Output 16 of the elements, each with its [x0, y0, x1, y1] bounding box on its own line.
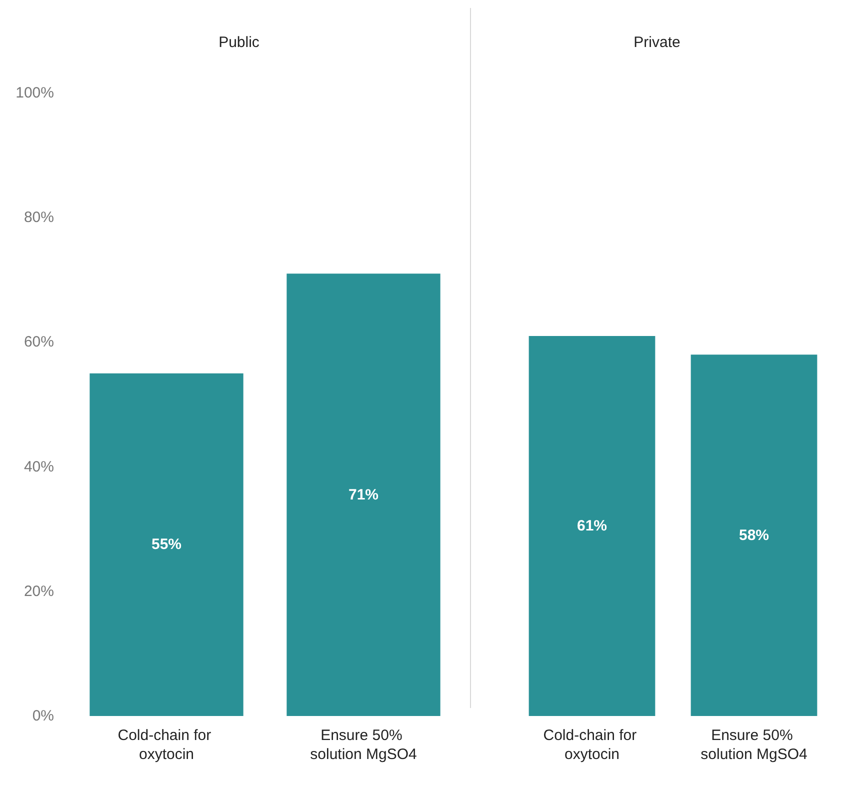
- y-tick-label: 80%: [24, 209, 54, 226]
- chart-title: Public: [218, 34, 260, 51]
- x-tick-label: Ensure 50% solution MgSO4: [700, 727, 808, 763]
- chart-title: Private: [634, 34, 680, 51]
- x-tick-label: Cold-chain for oxytocin: [543, 727, 641, 763]
- data-label: 55%: [151, 536, 182, 554]
- y-tick-label: 100%: [16, 84, 54, 102]
- x-tick-label: Ensure 50% solution MgSO4: [310, 727, 417, 763]
- y-tick-label: 40%: [24, 458, 54, 476]
- x-tick-label: Cold-chain for oxytocin: [118, 727, 216, 763]
- y-tick-label: 0%: [32, 708, 54, 724]
- data-label: 58%: [738, 526, 770, 544]
- data-label: 61%: [576, 517, 608, 534]
- y-tick-label: 60%: [24, 334, 54, 351]
- data-label: 71%: [348, 486, 379, 504]
- y-tick-label: 20%: [24, 582, 54, 600]
